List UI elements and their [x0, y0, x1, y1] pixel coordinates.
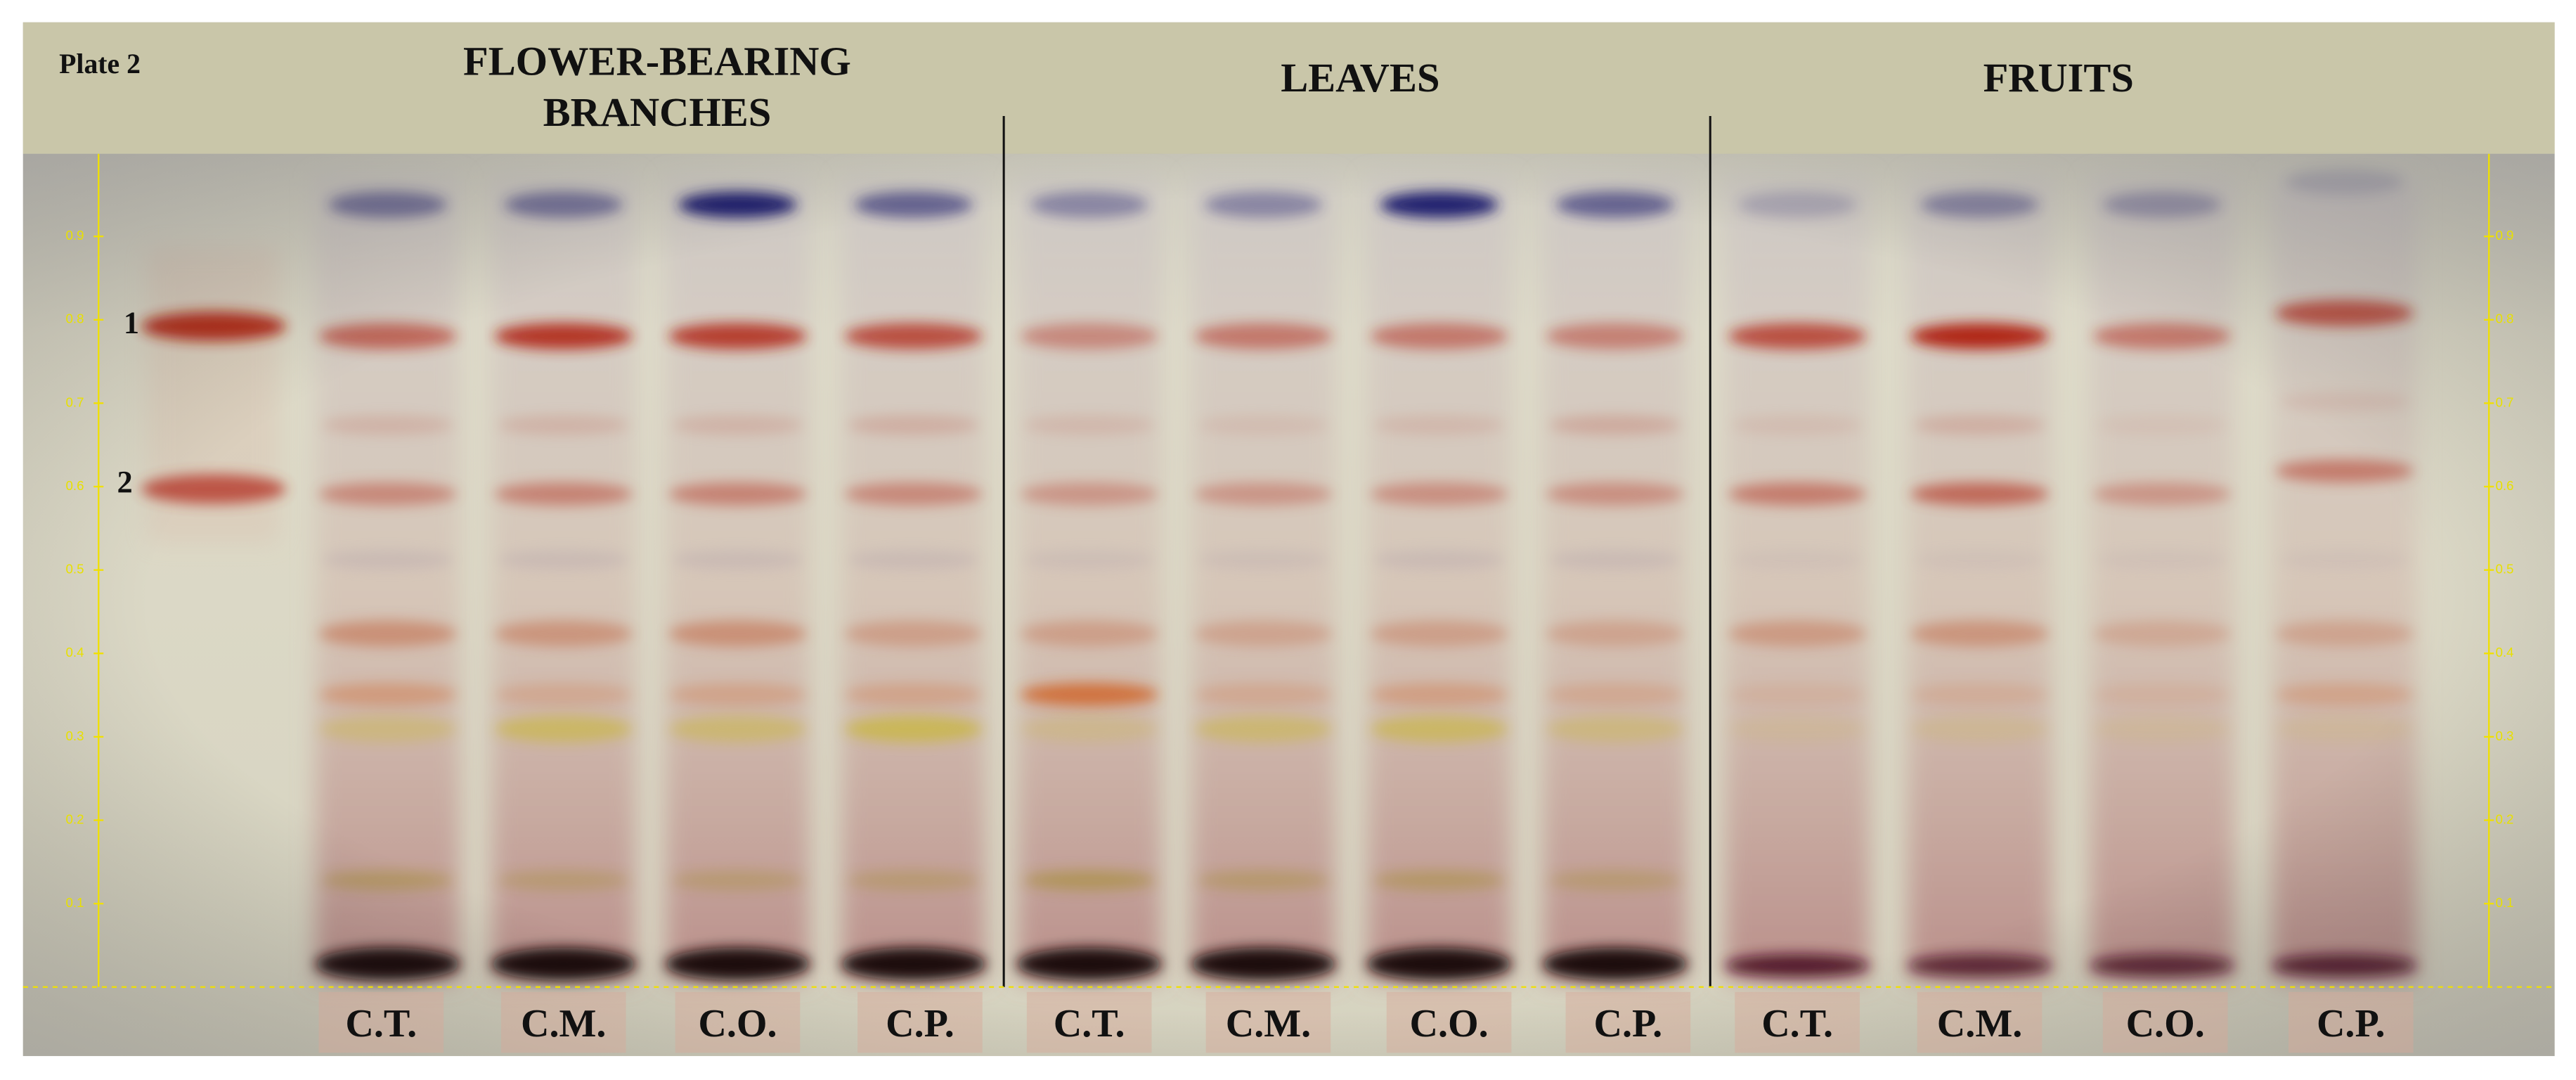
lane-label: C.O. — [698, 1002, 777, 1046]
rf-label: 0.4 — [2495, 645, 2513, 660]
lane-label-bg — [675, 991, 801, 1053]
lane-label: C.T. — [1054, 1002, 1125, 1046]
lane-label: C.M. — [521, 1002, 606, 1046]
lane-label-bg — [1386, 991, 1512, 1053]
lane-label: C.M. — [1937, 1002, 2022, 1046]
rf-label: 0.2 — [2495, 811, 2513, 826]
rf-label: 0.4 — [65, 645, 84, 660]
lane-label: C.P. — [1594, 1002, 1663, 1046]
lane-label: C.O. — [2126, 1002, 2205, 1046]
header-band — [22, 22, 2555, 154]
rf-label: 0.1 — [2495, 895, 2513, 910]
rf-label: 0.6 — [65, 478, 84, 493]
lane-label-bg — [2102, 991, 2228, 1053]
rf-label: 0.3 — [2495, 728, 2513, 743]
vignette — [22, 153, 2555, 1056]
group-title: FLOWER-BEARING — [463, 39, 851, 84]
lane-label: C.P. — [886, 1002, 954, 1046]
lane-label-bg — [1735, 991, 1860, 1053]
rf-label: 0.8 — [2495, 311, 2513, 326]
lane-label-bg — [1565, 991, 1691, 1053]
lane-label-bg — [857, 991, 983, 1053]
lane-label: C.T. — [345, 1002, 417, 1046]
rf-label: 0.1 — [65, 895, 84, 910]
group-title: BRANCHES — [543, 89, 772, 135]
rf-label: 0.7 — [65, 394, 84, 409]
rf-label: 0.5 — [65, 562, 84, 577]
group-title: LEAVES — [1281, 55, 1439, 101]
rf-label: 0.8 — [65, 311, 84, 326]
group-title: FRUITS — [1983, 55, 2134, 101]
lane-label: C.P. — [2317, 1002, 2386, 1046]
rf-label: 0.5 — [2495, 562, 2513, 577]
plate-label: Plate 2 — [59, 49, 141, 79]
rf-label: 0.3 — [65, 728, 84, 743]
reference-label: 2 — [117, 464, 133, 499]
lane-label-bg — [1917, 991, 2043, 1053]
rf-label: 0.9 — [65, 228, 84, 243]
lane-label-bg — [1205, 991, 1331, 1053]
rf-label: 0.9 — [2495, 228, 2513, 243]
lane-label-bg — [318, 991, 444, 1053]
lane-label: C.O. — [1409, 1002, 1488, 1046]
rf-label: 0.6 — [2495, 478, 2513, 493]
rf-label: 0.2 — [65, 811, 84, 826]
rf-label: 0.7 — [2495, 394, 2513, 409]
labels: Plate 2 1 2 FLOWER-BEARING BRANCHES C.T. C.… — [59, 39, 2414, 1053]
lane-label-bg — [1026, 991, 1152, 1053]
lane-label-bg — [500, 991, 626, 1053]
lane-label-bg — [2288, 991, 2414, 1053]
lane-label: C.M. — [1226, 1002, 1311, 1046]
lane-label: C.T. — [1761, 1002, 1833, 1046]
reference-label: 1 — [124, 304, 139, 340]
